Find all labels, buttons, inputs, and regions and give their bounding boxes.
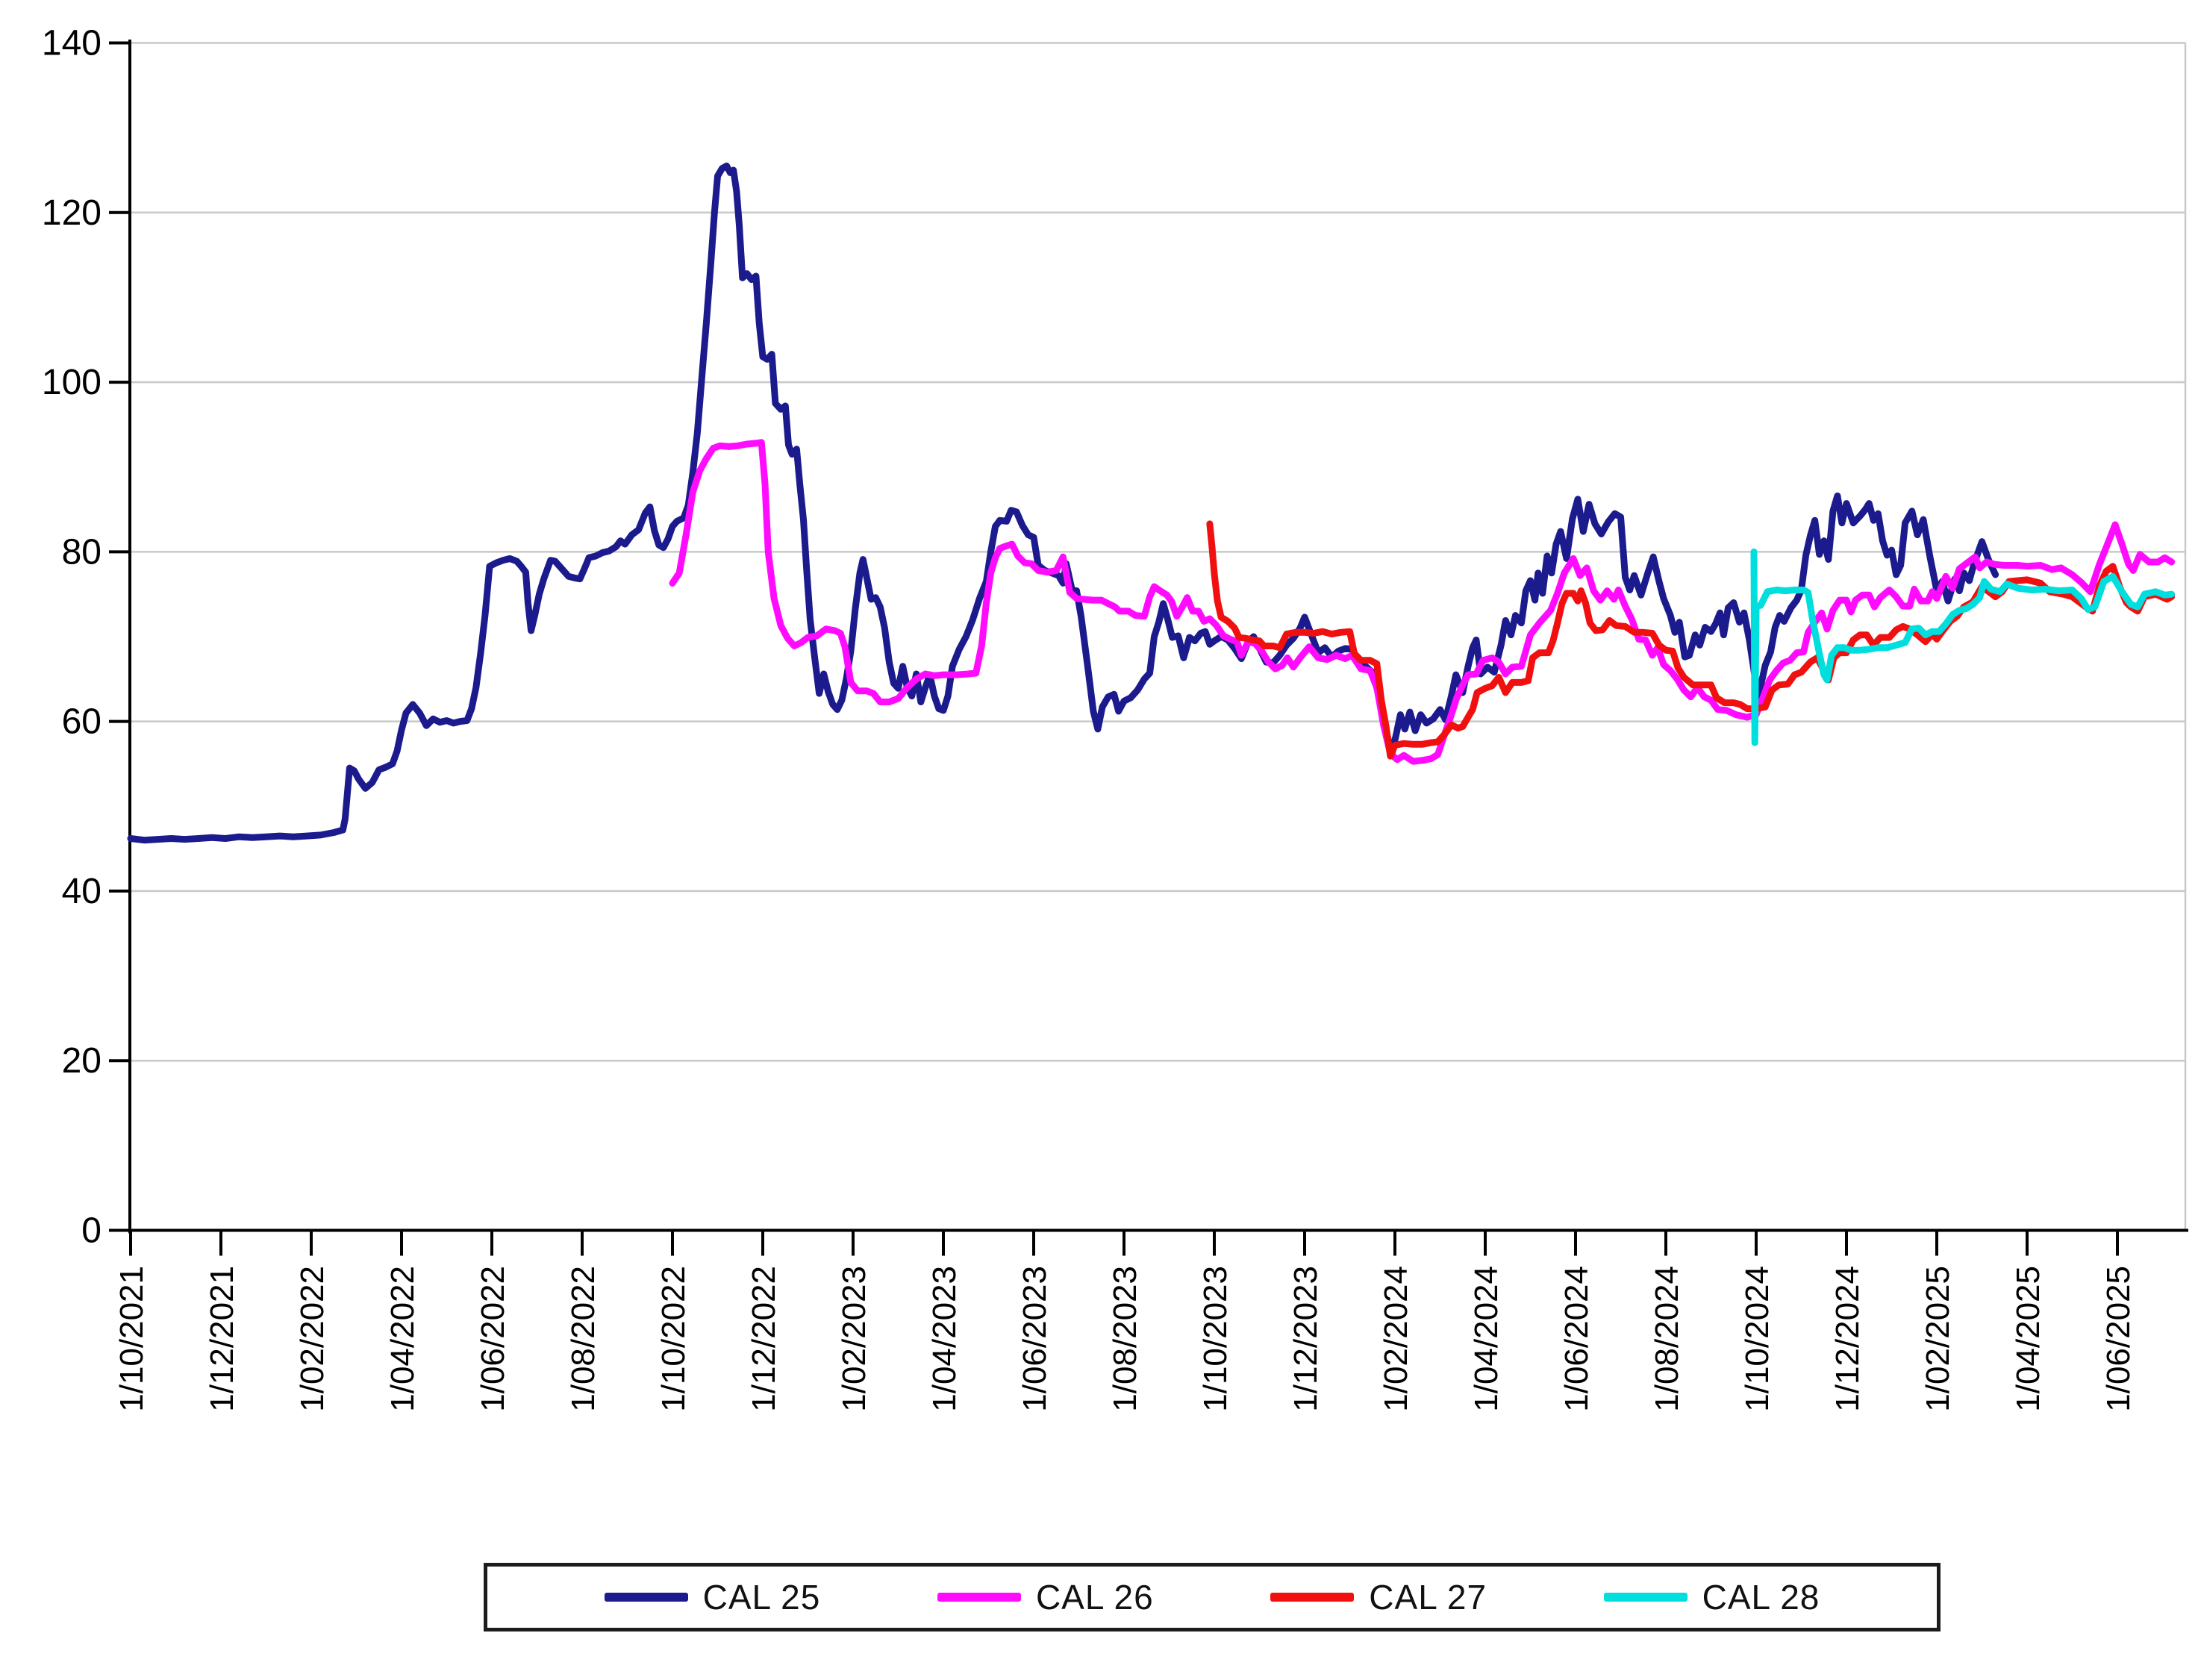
legend-label-cal-28: CAL 28 xyxy=(1702,1578,1820,1617)
x-tick-label-9: 1/04/2023 xyxy=(926,1266,963,1412)
y-tick-label-140: 140 xyxy=(42,24,102,63)
cal-27-line-swatch xyxy=(1270,1593,1355,1602)
legend-item-cal-26: CAL 26 xyxy=(937,1577,1154,1617)
x-tick-label-16: 1/06/2024 xyxy=(1558,1266,1595,1412)
x-tick-label-19: 1/12/2024 xyxy=(1829,1266,1866,1412)
x-tick-label-21: 1/04/2025 xyxy=(2010,1266,2046,1412)
x-tick-label-4: 1/06/2022 xyxy=(475,1266,511,1412)
y-tick-label-20: 20 xyxy=(62,1041,102,1081)
x-tick-label-3: 1/04/2022 xyxy=(384,1266,421,1412)
series-line-cal-26 xyxy=(669,439,2176,765)
x-tick-label-8: 1/02/2023 xyxy=(836,1266,872,1412)
legend-label-cal-26: CAL 26 xyxy=(1035,1578,1154,1617)
legend-item-cal-27: CAL 27 xyxy=(1270,1577,1487,1617)
x-tick-label-20: 1/02/2025 xyxy=(1920,1266,1956,1412)
legend-item-cal-28: CAL 28 xyxy=(1603,1577,1820,1617)
y-tick-label-0: 0 xyxy=(81,1211,102,1251)
legend-label-cal-27: CAL 27 xyxy=(1369,1578,1487,1617)
x-tick-label-0: 1/10/2021 xyxy=(113,1266,150,1412)
x-tick-label-5: 1/08/2022 xyxy=(565,1266,602,1412)
x-tick-label-10: 1/06/2023 xyxy=(1017,1266,1053,1412)
x-tick-label-15: 1/04/2024 xyxy=(1468,1266,1505,1412)
y-tick-label-100: 100 xyxy=(42,363,102,402)
x-tick-label-18: 1/10/2024 xyxy=(1739,1266,1776,1412)
y-tick-label-60: 60 xyxy=(62,702,102,742)
chart-legend: CAL 25 CAL 26 CAL 27 CAL 28 xyxy=(484,1563,1941,1631)
cal-26-line-swatch xyxy=(937,1593,1021,1602)
y-tick-label-40: 40 xyxy=(62,872,102,911)
x-tick-label-2: 1/02/2022 xyxy=(294,1266,331,1412)
series-line-cal-25 xyxy=(127,162,1999,844)
x-tick-label-1: 1/12/2021 xyxy=(204,1266,240,1412)
cal-28-line-swatch xyxy=(1603,1593,1687,1602)
x-tick-label-6: 1/10/2022 xyxy=(655,1266,692,1412)
legend-item-cal-25: CAL 25 xyxy=(604,1577,821,1617)
x-tick-label-14: 1/02/2024 xyxy=(1378,1266,1414,1412)
x-tick-label-11: 1/08/2023 xyxy=(1107,1266,1143,1412)
legend-label-cal-25: CAL 25 xyxy=(702,1578,821,1617)
x-tick-label-12: 1/10/2023 xyxy=(1197,1266,1234,1412)
x-tick-label-7: 1/12/2022 xyxy=(746,1266,782,1412)
x-tick-label-17: 1/08/2024 xyxy=(1649,1266,1685,1412)
x-tick-label-22: 1/06/2025 xyxy=(2100,1266,2137,1412)
cal-25-line-swatch xyxy=(604,1593,688,1602)
y-tick-label-120: 120 xyxy=(42,193,102,233)
y-tick-label-80: 80 xyxy=(62,532,102,572)
x-tick-label-13: 1/12/2023 xyxy=(1287,1266,1324,1412)
series-line-cal-28 xyxy=(1750,548,2176,746)
